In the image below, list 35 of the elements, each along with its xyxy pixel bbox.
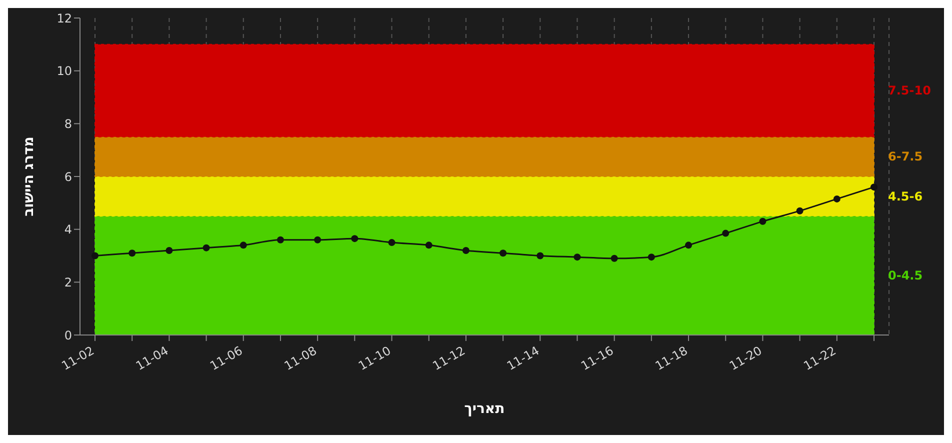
point [500, 250, 507, 257]
point [425, 242, 432, 249]
point [462, 246, 470, 254]
x-axis-title: תאריך [464, 401, 505, 417]
y-tick-label: 12 [56, 11, 72, 26]
point [722, 230, 730, 237]
band-label: 6-7.5 [888, 150, 923, 164]
y-tick-label: 4 [64, 222, 72, 237]
point [536, 252, 544, 260]
point [92, 252, 98, 260]
band-label: 4.5-6 [888, 189, 923, 204]
y-tick-label: 0 [64, 328, 72, 342]
point [648, 254, 655, 261]
y-axis-title: מדרג היישוב [20, 136, 37, 216]
band-label: 0-4.5 [888, 268, 923, 283]
y-tick-label: 8 [64, 116, 72, 131]
y-tick-label: 2 [64, 275, 72, 290]
point [574, 254, 581, 261]
y-tick-label: 10 [56, 64, 72, 78]
point [314, 236, 322, 244]
point [351, 235, 358, 242]
y-tick-label: 6 [64, 170, 72, 184]
point [166, 246, 173, 254]
point [388, 239, 396, 246]
point [128, 250, 136, 257]
point [610, 254, 618, 262]
point [240, 242, 247, 249]
point [202, 244, 210, 252]
band-label: 7.5-10 [888, 84, 931, 98]
point [870, 184, 878, 191]
point [685, 242, 692, 249]
point [759, 218, 766, 225]
point [833, 195, 840, 202]
point [796, 207, 804, 214]
point [276, 236, 284, 244]
